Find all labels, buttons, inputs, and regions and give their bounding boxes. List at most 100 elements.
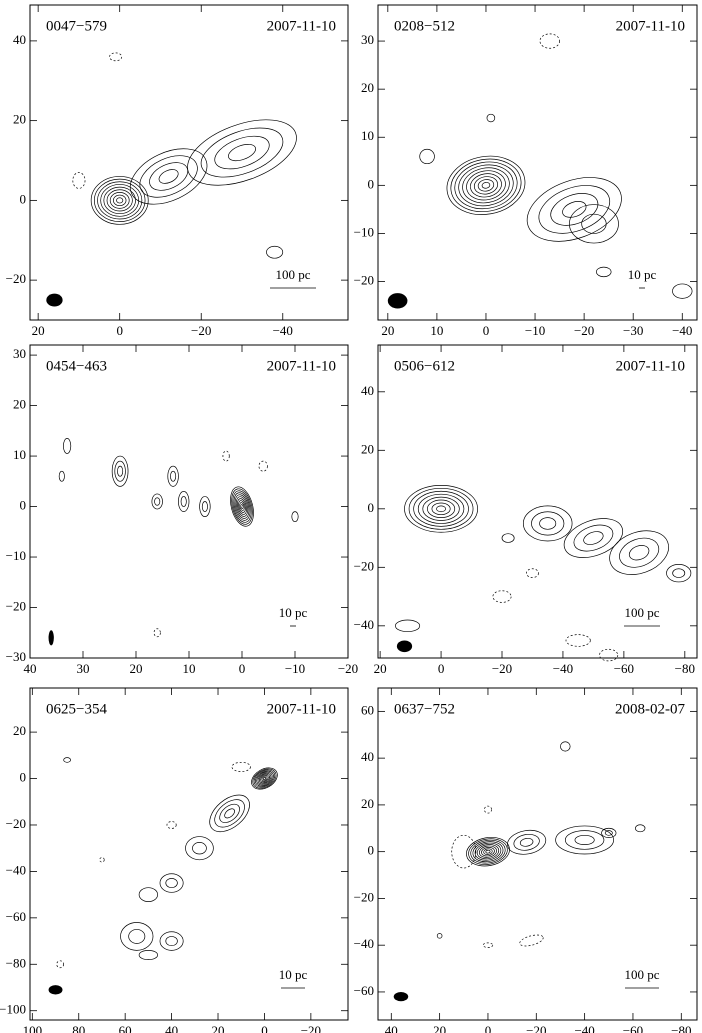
contour xyxy=(167,465,179,487)
source-name: 0625−354 xyxy=(46,701,107,717)
epoch-date: 2007-11-10 xyxy=(267,18,336,34)
contour xyxy=(470,173,502,198)
contour xyxy=(519,934,544,947)
y-tick-label: −40 xyxy=(354,617,374,632)
contour xyxy=(103,186,136,215)
contour xyxy=(180,496,187,507)
contour xyxy=(238,500,246,513)
x-tick-label: −40 xyxy=(672,323,692,338)
scale-label: 10 pc xyxy=(279,967,308,982)
beam xyxy=(48,630,54,646)
contour xyxy=(214,799,245,828)
contour xyxy=(619,537,660,568)
y-tick-label: −20 xyxy=(6,271,26,286)
contour xyxy=(230,486,254,527)
contour xyxy=(565,634,591,647)
beam xyxy=(48,985,63,995)
contour xyxy=(522,505,573,542)
contour xyxy=(446,155,526,215)
x-tick-label: 0 xyxy=(261,1023,268,1033)
contour xyxy=(260,775,269,783)
contour xyxy=(560,741,571,752)
contour xyxy=(601,827,617,838)
contour xyxy=(555,825,614,855)
contour xyxy=(450,158,522,212)
contour xyxy=(477,179,495,192)
x-tick-label: −20 xyxy=(492,661,512,676)
source-name: 0637−752 xyxy=(394,701,455,717)
contour xyxy=(451,834,477,869)
contour xyxy=(539,517,557,530)
contour xyxy=(63,438,72,454)
scale-label: 100 pc xyxy=(275,267,310,282)
contour xyxy=(158,169,179,184)
contour xyxy=(90,176,149,225)
y-tick-label: −30 xyxy=(6,649,26,664)
y-tick-label: 10 xyxy=(13,447,26,462)
x-tick-label: −20 xyxy=(191,323,211,338)
plot-frame xyxy=(377,4,698,321)
contour xyxy=(436,505,446,513)
y-tick-label: 20 xyxy=(361,441,374,456)
beam xyxy=(387,293,408,309)
beam xyxy=(393,991,409,1002)
x-tick-label: 30 xyxy=(77,661,90,676)
contour xyxy=(257,772,272,785)
y-tick-label: −20 xyxy=(354,889,374,904)
y-tick-label: 40 xyxy=(361,749,374,764)
contour xyxy=(550,193,599,226)
y-tick-label: −60 xyxy=(354,983,374,998)
x-tick-label: 40 xyxy=(24,661,37,676)
contour xyxy=(395,619,421,633)
contour xyxy=(240,504,244,509)
contour xyxy=(201,501,208,512)
contour xyxy=(486,113,496,123)
contour xyxy=(581,213,607,234)
y-tick-label: 20 xyxy=(13,112,26,127)
contour xyxy=(574,834,595,845)
contour xyxy=(187,119,297,186)
contour xyxy=(422,496,460,521)
contour xyxy=(165,878,178,889)
y-tick-label: 0 xyxy=(368,176,375,191)
contour xyxy=(214,135,270,170)
epoch-date: 2007-11-10 xyxy=(616,18,685,34)
contour xyxy=(253,769,276,788)
contour xyxy=(222,450,230,462)
x-tick-label: −20 xyxy=(574,323,594,338)
contour xyxy=(235,496,249,517)
contour xyxy=(481,847,495,857)
contour xyxy=(538,185,611,234)
contour xyxy=(672,283,693,299)
contour xyxy=(483,848,493,855)
x-tick-label: −10 xyxy=(525,323,545,338)
plot-frame xyxy=(29,4,349,321)
contour xyxy=(427,499,456,518)
scale-label: 100 pc xyxy=(624,605,659,620)
contour xyxy=(404,485,478,533)
contour xyxy=(231,488,253,525)
contour xyxy=(599,648,619,662)
x-tick-label: 60 xyxy=(119,1023,132,1033)
contour xyxy=(72,172,86,189)
contour xyxy=(231,761,251,772)
y-tick-label: −40 xyxy=(6,862,26,877)
contour xyxy=(473,176,499,195)
contour xyxy=(117,465,124,477)
contour xyxy=(159,873,184,893)
y-tick-label: −80 xyxy=(6,955,26,970)
contour xyxy=(564,830,605,850)
contour xyxy=(431,502,451,516)
contour xyxy=(666,564,692,583)
contour xyxy=(111,455,129,487)
y-tick-label: −20 xyxy=(354,558,374,573)
contour xyxy=(672,568,686,578)
contour xyxy=(526,568,539,578)
contour xyxy=(604,830,613,836)
x-tick-label: −40 xyxy=(273,323,293,338)
y-tick-label: 30 xyxy=(361,32,374,47)
source-name: 0454−463 xyxy=(46,358,107,374)
contour xyxy=(481,182,491,189)
contour xyxy=(224,808,235,819)
contour xyxy=(472,841,504,863)
